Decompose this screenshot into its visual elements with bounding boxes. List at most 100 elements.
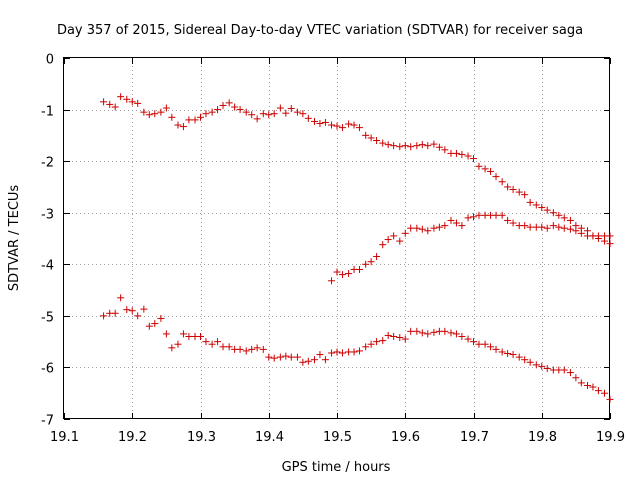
data-point-upper <box>328 121 336 129</box>
data-point-lower <box>202 338 210 346</box>
data-point-lower <box>123 306 131 314</box>
x-tick-label: 19.1 <box>50 430 79 445</box>
x-tick-label: 19.4 <box>255 430 284 445</box>
data-point-lower <box>259 345 267 353</box>
data-point-lower <box>214 338 222 346</box>
data-point-upper <box>401 142 409 150</box>
data-point-lower <box>589 383 597 391</box>
data-point-lower <box>265 353 273 361</box>
data-point-upper <box>475 162 483 170</box>
y-tick-label: -5 <box>41 311 54 326</box>
data-point-middle <box>549 222 557 230</box>
data-point-lower <box>583 381 591 389</box>
data-point-lower <box>333 348 341 356</box>
data-point-lower <box>276 353 284 361</box>
data-point-lower <box>128 307 136 315</box>
data-point-middle <box>379 241 387 249</box>
data-point-lower <box>481 340 489 348</box>
data-point-middle <box>458 222 466 230</box>
data-point-middle <box>367 258 375 266</box>
data-point-upper <box>424 142 432 150</box>
data-point-upper <box>191 116 199 124</box>
data-point-lower <box>253 344 261 352</box>
data-point-upper <box>151 110 159 118</box>
data-point-upper <box>515 188 523 196</box>
data-point-lower <box>390 332 398 340</box>
data-point-lower <box>487 343 495 351</box>
data-point-upper <box>282 109 290 117</box>
data-point-lower <box>470 338 477 346</box>
data-point-lower <box>538 362 546 370</box>
data-point-middle <box>418 225 426 233</box>
data-point-upper <box>338 124 346 132</box>
data-point-lower <box>168 344 176 352</box>
data-point-middle <box>566 225 574 233</box>
data-point-upper <box>276 104 284 112</box>
data-point-upper <box>197 113 204 121</box>
data-point-lower <box>509 351 517 359</box>
data-point-upper <box>179 123 187 131</box>
data-point-middle <box>538 223 546 231</box>
data-point-lower <box>100 312 108 320</box>
data-point-middle <box>452 219 460 227</box>
data-point-lower <box>498 348 506 356</box>
data-point-lower <box>430 328 438 336</box>
data-point-lower <box>328 349 336 357</box>
data-point-upper <box>407 143 415 151</box>
data-point-lower <box>543 364 551 372</box>
data-point-upper <box>470 155 477 163</box>
y-axis-label: SDTVAR / TECUs <box>7 185 22 292</box>
data-point-middle <box>384 236 392 244</box>
data-point-lower <box>338 349 346 357</box>
data-point-upper <box>560 214 568 222</box>
data-point-upper <box>549 209 557 217</box>
data-point-upper <box>128 98 136 106</box>
data-point-upper <box>162 104 170 112</box>
data-point-lower <box>401 335 409 343</box>
data-point-lower <box>316 351 324 359</box>
data-point-middle <box>464 214 472 222</box>
data-point-lower <box>185 332 193 340</box>
data-point-middle <box>396 237 404 245</box>
data-point-middle <box>356 265 364 273</box>
data-point-middle <box>401 229 409 237</box>
data-point-lower <box>197 332 204 340</box>
data-point-lower <box>219 343 227 351</box>
data-points <box>100 93 614 403</box>
data-point-lower <box>117 294 125 302</box>
data-point-middle <box>333 268 341 276</box>
data-point-upper <box>316 119 324 127</box>
x-tick-label: 19.6 <box>391 430 420 445</box>
data-point-upper <box>304 114 312 122</box>
data-point-lower <box>208 340 216 348</box>
x-tick-label: 19.3 <box>187 430 216 445</box>
data-point-upper <box>532 201 540 209</box>
data-point-lower <box>475 340 483 348</box>
data-point-upper <box>219 101 227 109</box>
data-point-upper <box>413 142 421 150</box>
data-point-lower <box>601 389 609 397</box>
data-point-lower <box>362 343 370 351</box>
data-point-middle <box>390 232 398 240</box>
y-tick-label: -3 <box>41 208 54 223</box>
data-point-lower <box>424 330 432 338</box>
data-point-upper <box>174 121 182 129</box>
data-point-upper <box>111 103 119 111</box>
chart-title: Day 357 of 2015, Sidereal Day-to-day VTE… <box>57 23 583 38</box>
data-point-middle <box>407 224 415 232</box>
data-point-lower <box>418 329 426 337</box>
data-point-lower <box>407 327 415 335</box>
data-point-upper <box>464 152 472 160</box>
data-point-lower <box>299 358 307 366</box>
data-point-upper <box>356 124 364 132</box>
data-point-upper <box>526 198 534 206</box>
data-point-lower <box>304 357 312 365</box>
y-tick-label: -6 <box>41 362 54 377</box>
data-point-middle <box>521 222 529 230</box>
data-point-lower <box>270 354 278 362</box>
data-point-upper <box>498 178 506 186</box>
data-point-lower <box>452 330 460 338</box>
data-point-middle <box>577 229 585 237</box>
data-point-upper <box>333 122 341 130</box>
